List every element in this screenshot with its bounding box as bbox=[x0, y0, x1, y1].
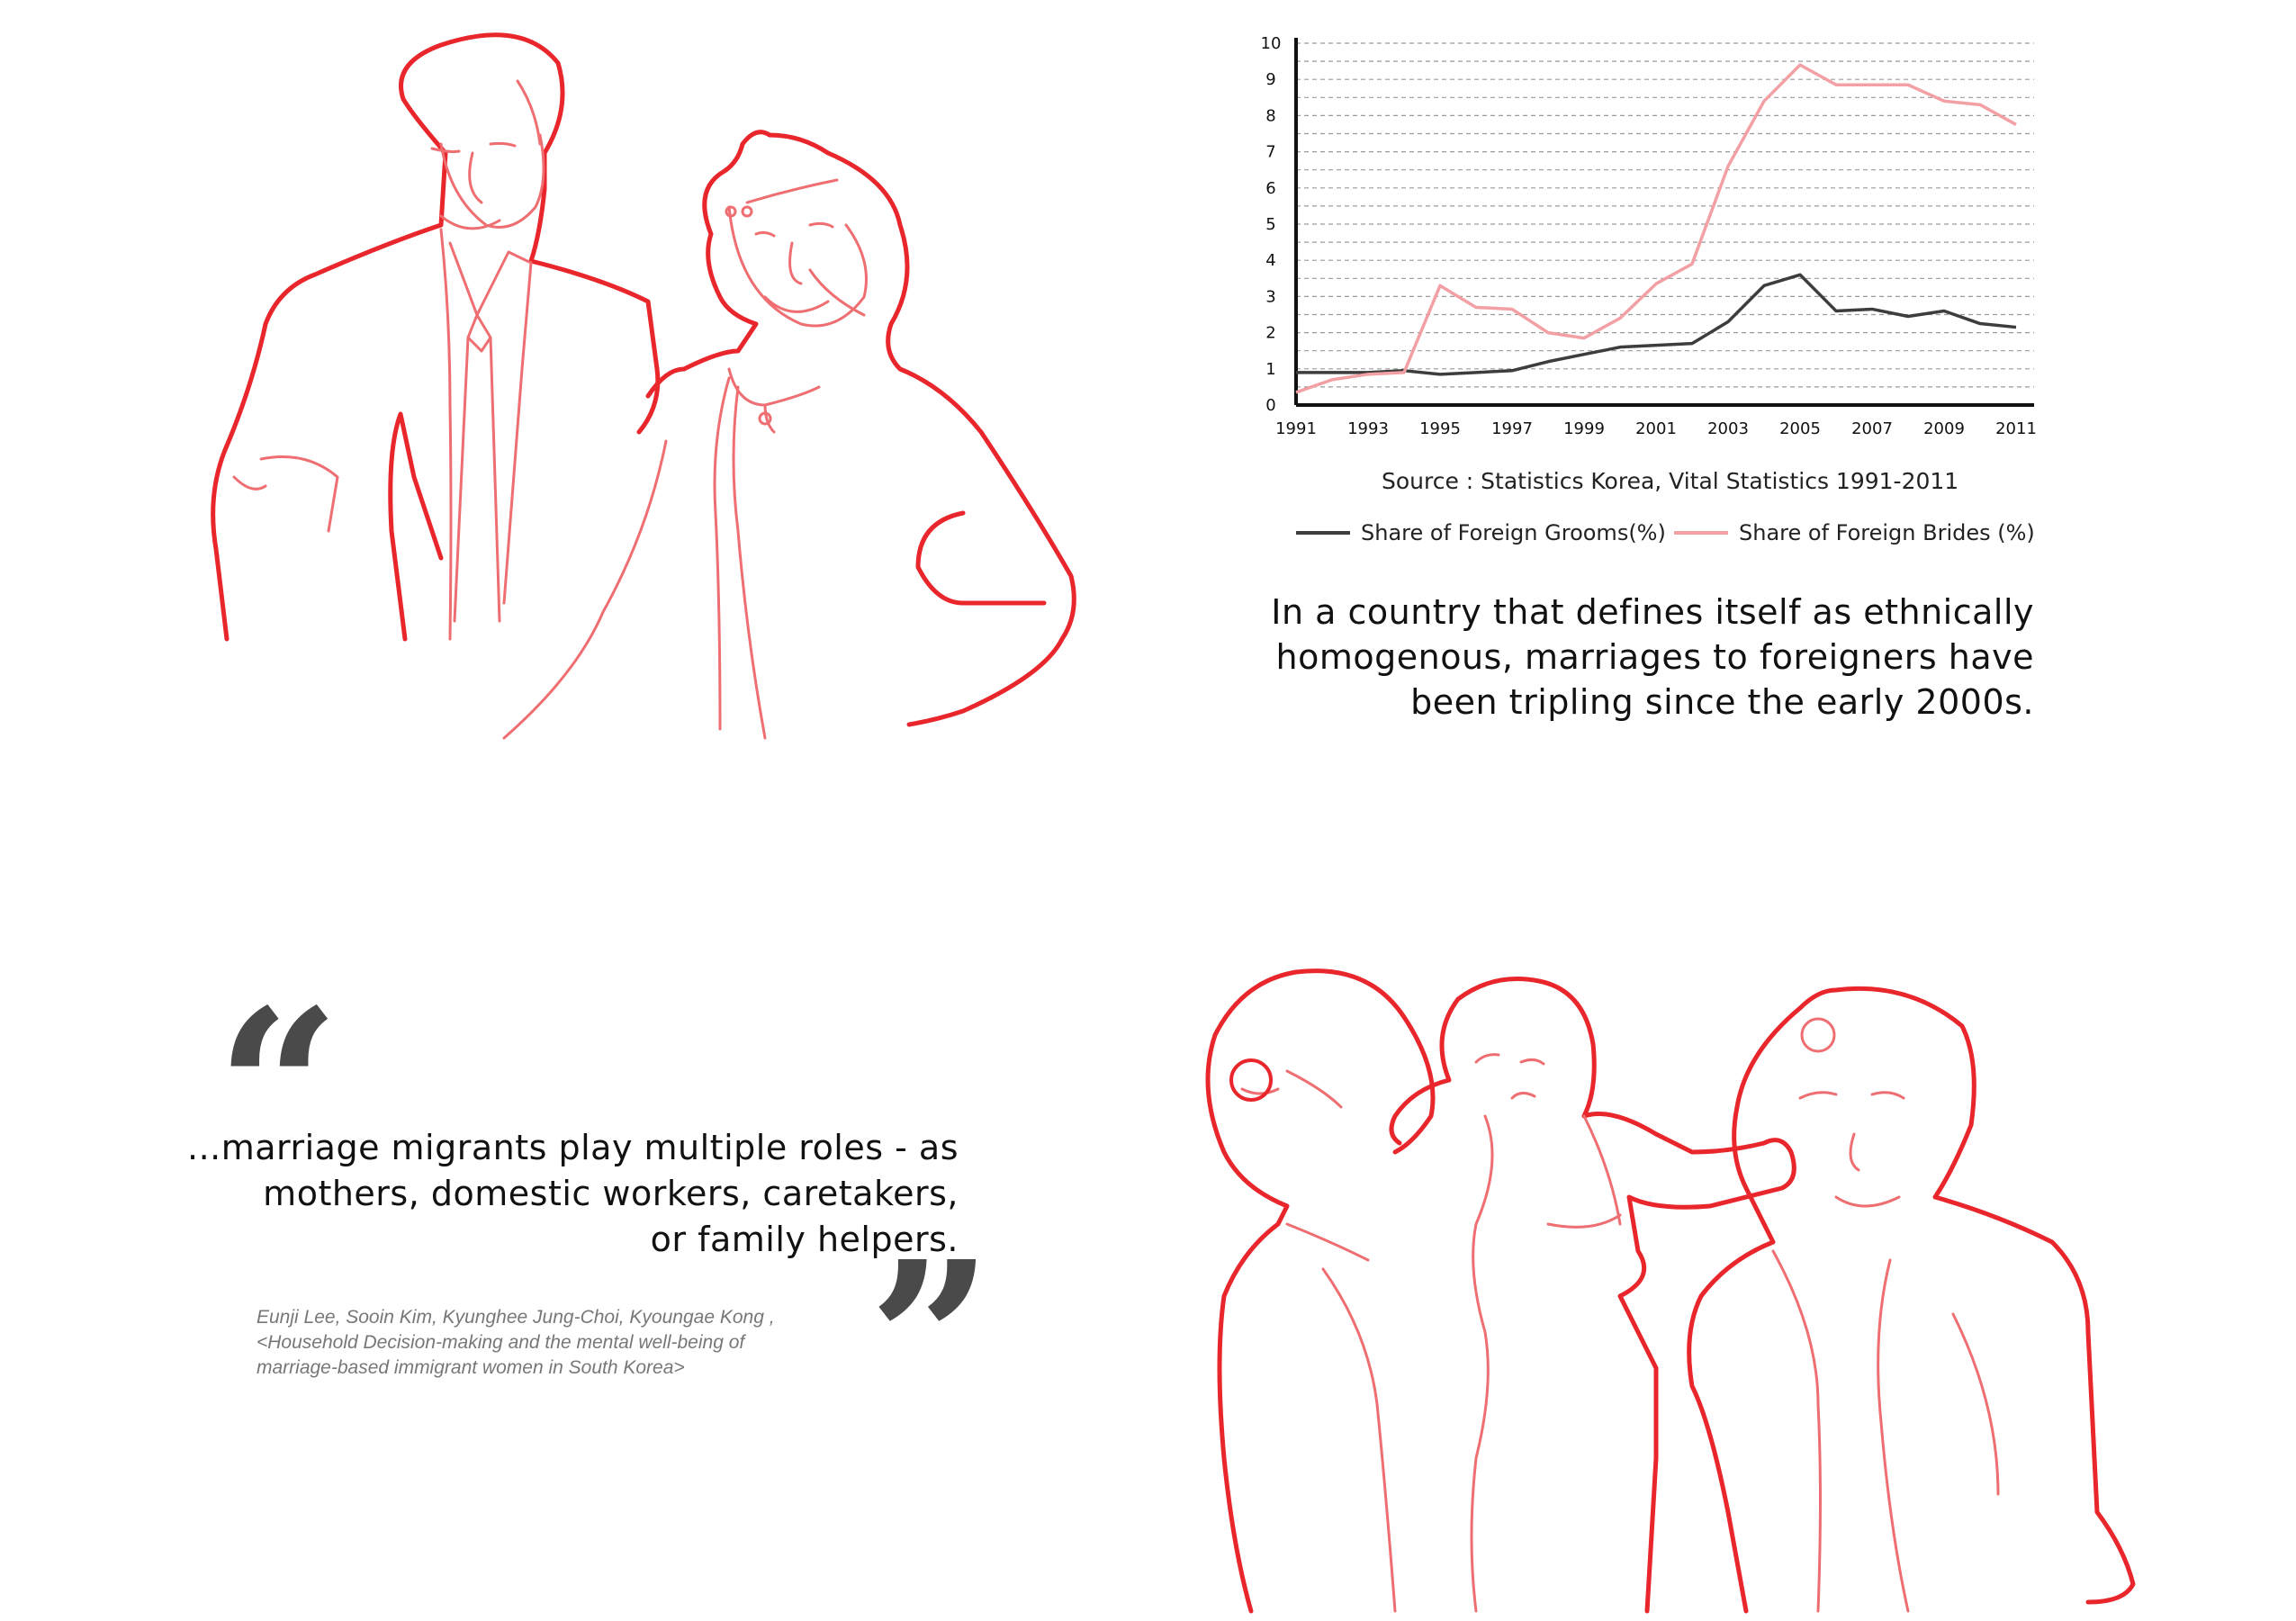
baby-outline bbox=[1389, 977, 1796, 1614]
x-tick-label: 2007 bbox=[1851, 419, 1893, 438]
quote-citation: Eunji Lee, Sooin Kim, Kyunghee Jung-Choi… bbox=[257, 1305, 869, 1381]
chart-source: Source : Statistics Korea, Vital Statist… bbox=[1382, 468, 1959, 494]
y-tick-label: 0 bbox=[1265, 396, 1275, 415]
close-quote-mark: ” bbox=[869, 1214, 994, 1468]
legend-swatch-grooms bbox=[1296, 531, 1350, 535]
x-tick-label: 2001 bbox=[1635, 419, 1677, 438]
y-tick-labels: 0 1 2 3 4 5 6 7 8 9 10 bbox=[1261, 34, 1282, 415]
y-tick-label: 9 bbox=[1265, 70, 1275, 89]
y-tick-label: 2 bbox=[1265, 324, 1275, 343]
y-tick-label: 5 bbox=[1265, 215, 1275, 234]
x-tick-label: 2011 bbox=[1995, 419, 2037, 438]
x-tick-label: 1991 bbox=[1275, 419, 1317, 438]
line-chart: 0 1 2 3 4 5 6 7 8 9 10 1991 1993 1995 1997 1999 2001 200… bbox=[1261, 34, 2037, 438]
grid-lines bbox=[1296, 42, 2034, 388]
man-suit bbox=[232, 228, 533, 641]
y-tick-label: 10 bbox=[1261, 34, 1282, 53]
x-tick-label: 1997 bbox=[1491, 419, 1533, 438]
woman-outline bbox=[645, 130, 1076, 727]
series-line-brides bbox=[1295, 63, 2017, 394]
legend-swatch-brides bbox=[1674, 531, 1728, 535]
y-tick-label: 3 bbox=[1265, 287, 1275, 306]
woman-face bbox=[502, 178, 868, 740]
y-tick-label: 6 bbox=[1265, 179, 1275, 198]
x-tick-label: 2005 bbox=[1779, 419, 1821, 438]
x-tick-label: 1993 bbox=[1347, 419, 1389, 438]
couple-illustration bbox=[211, 32, 1076, 740]
quote-text: ...marriage migrants play multiple roles… bbox=[180, 1125, 959, 1263]
man-face bbox=[430, 79, 545, 230]
x-tick-label: 2003 bbox=[1707, 419, 1749, 438]
x-tick-label: 2009 bbox=[1923, 419, 1965, 438]
man-outline bbox=[211, 32, 661, 642]
quote-line-1: ...marriage migrants play multiple roles… bbox=[186, 1128, 959, 1167]
series-line-grooms bbox=[1296, 273, 2017, 376]
axes bbox=[1294, 38, 2034, 407]
legend-brides: Share of Foreign Brides (%) bbox=[1674, 520, 2035, 545]
y-tick-label: 8 bbox=[1265, 106, 1275, 125]
family-illustration bbox=[1205, 968, 2136, 1614]
quote-line-2: mothers, domestic workers, caretakers, bbox=[263, 1174, 959, 1213]
series-lines bbox=[1295, 63, 2017, 394]
mother-outline bbox=[1205, 968, 1436, 1614]
legend-label-grooms: Share of Foreign Grooms(%) bbox=[1361, 520, 1666, 545]
quote-line-3: or family helpers. bbox=[650, 1220, 959, 1259]
x-tick-labels: 1991 1993 1995 1997 1999 2001 2003 2005 2007 2009… bbox=[1275, 419, 2037, 438]
chart-caption: In a country that defines itself as ethn… bbox=[1242, 590, 2034, 725]
caption-line-2: homogenous, marriages to foreigners have bbox=[1275, 637, 2034, 677]
grandmother-outline bbox=[1687, 986, 2136, 1614]
foreign-marriage-chart: 0 1 2 3 4 5 6 7 8 9 10 1991 1993 1995 1997 1999 2001 200… bbox=[1242, 18, 2052, 558]
open-quote-mark: “ bbox=[216, 962, 341, 1216]
caption-line-1: In a country that defines itself as ethn… bbox=[1271, 592, 2034, 632]
y-tick-label: 1 bbox=[1265, 360, 1275, 379]
citation-line-1: Eunji Lee, Sooin Kim, Kyunghee Jung-Choi… bbox=[257, 1307, 775, 1328]
legend-label-brides: Share of Foreign Brides (%) bbox=[1739, 520, 2035, 545]
caption-line-3: been tripling since the early 2000s. bbox=[1410, 682, 2034, 722]
citation-line-2: <Household Decision-making and the menta… bbox=[257, 1332, 745, 1353]
family-inner-lines bbox=[1240, 1053, 2000, 1613]
y-tick-label: 7 bbox=[1265, 143, 1275, 162]
citation-line-3: marriage-based immigrant women in South … bbox=[257, 1357, 685, 1378]
x-tick-label: 1995 bbox=[1419, 419, 1461, 438]
y-tick-label: 4 bbox=[1265, 251, 1275, 270]
x-tick-label: 1999 bbox=[1563, 419, 1605, 438]
legend-grooms: Share of Foreign Grooms(%) bbox=[1296, 520, 1666, 545]
